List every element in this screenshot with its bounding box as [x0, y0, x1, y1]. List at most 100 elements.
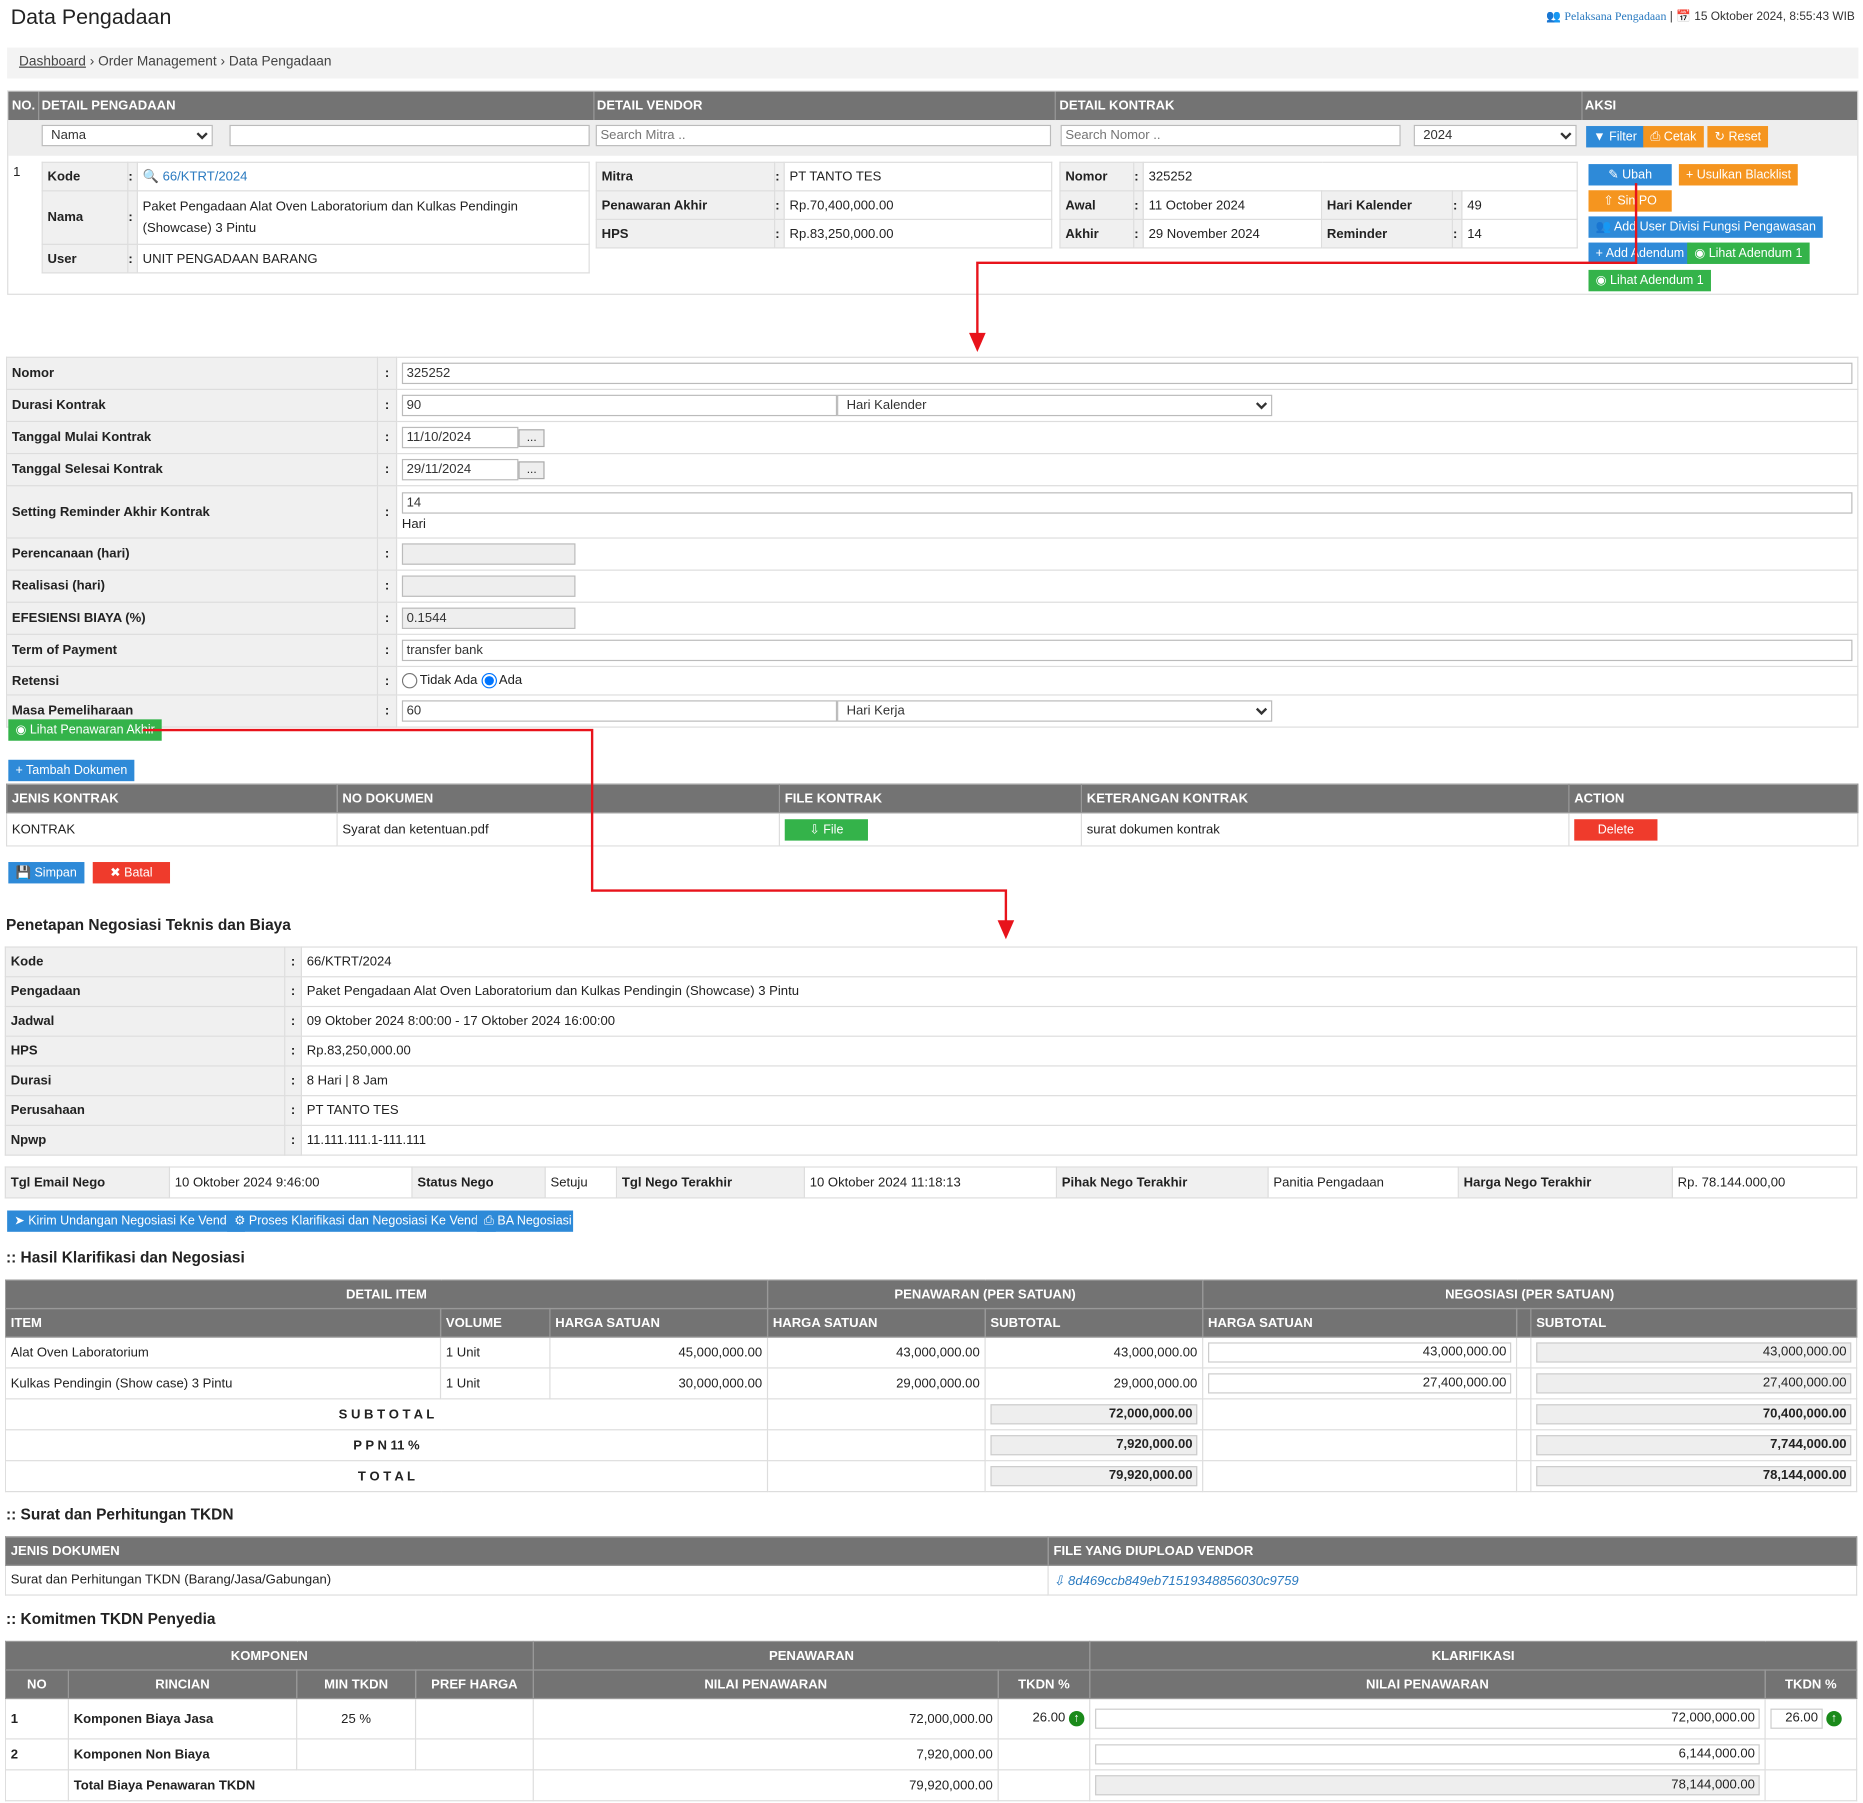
- komitmen-table: KOMPONEN PENAWARAN KLARIFIKASI NO RINCIA…: [4, 1640, 1858, 1802]
- form-reminder-label: Setting Reminder Akhir Kontrak: [5, 485, 379, 539]
- group-penawaran: PENAWARAN: [532, 1640, 1091, 1671]
- klarifikasi-nilai-input[interactable]: 72,000,000.00: [1095, 1708, 1760, 1729]
- lihat-adendum-button-2[interactable]: ◉ Lihat Adendum 1: [1588, 269, 1711, 292]
- row-no: 1: [4, 1697, 69, 1740]
- procurement-list: NO. DETAIL PENGADAAN DETAIL VENDOR DETAI…: [7, 90, 1859, 295]
- klarifikasi-nilai-input[interactable]: 6,144,000.00: [1095, 1744, 1760, 1765]
- form-durasi-input[interactable]: [401, 394, 838, 417]
- pref-harga-cell: [414, 1738, 534, 1771]
- upload-icon: ⇧: [1603, 193, 1614, 209]
- table-row: KONTRAK Syarat dan ketentuan.pdf ⇩ File …: [5, 812, 1859, 847]
- year-select[interactable]: 2024: [1413, 124, 1577, 147]
- eye-icon: ◉: [15, 722, 27, 738]
- nego-npwp-value: 11.111.111.1-111.111: [300, 1124, 1858, 1156]
- date-picker-button[interactable]: ...: [518, 461, 545, 480]
- hps-value: Rp.83,250,000.00: [783, 218, 1053, 249]
- usulkan-blacklist-button[interactable]: + Usulkan Blacklist: [1678, 164, 1799, 186]
- komitmen-title: :: Komitmen TKDN Penyedia: [5, 1609, 216, 1628]
- date-picker-button[interactable]: ...: [518, 429, 545, 448]
- search-icon: 🔍: [142, 170, 159, 185]
- vendor-file-link[interactable]: ⇩ 8d469ccb849eb71519348856030c9759: [1053, 1573, 1299, 1588]
- breadcrumb-current: Data Pengadaan: [228, 54, 332, 69]
- add-adendum-button[interactable]: + Add Adendum: [1588, 242, 1692, 264]
- min-tkdn-cell: 25 %: [296, 1697, 417, 1740]
- close-icon: ✖: [110, 865, 121, 880]
- form-nomor-input[interactable]: [401, 362, 1853, 385]
- form-reminder-input[interactable]: [401, 492, 1853, 514]
- simpan-button[interactable]: 💾 Simpan: [8, 862, 84, 884]
- negosiasi-harga-input[interactable]: 43,000,000.00: [1208, 1342, 1512, 1363]
- klarifikasi-tkdn-input[interactable]: 26.00: [1770, 1708, 1823, 1729]
- form-efesiensi-input: [401, 607, 576, 629]
- search-mitra-input[interactable]: [595, 124, 1052, 147]
- colon: :: [376, 356, 398, 390]
- subtotal-negosiasi: 70,400,000.00: [1536, 1404, 1852, 1425]
- nego-hps-label: HPS: [4, 1035, 286, 1067]
- kode-link[interactable]: 🔍 66/KTRT/2024: [142, 170, 248, 185]
- retensi-tidak-ada-label: Tidak Ada: [419, 673, 478, 688]
- colon: :: [774, 218, 785, 249]
- penawaran-label: Penawaran Akhir: [595, 190, 776, 220]
- eye-icon: ◉: [1694, 246, 1706, 261]
- mitra-value: PT TANTO TES: [783, 161, 1053, 192]
- lihat-penawaran-akhir-button[interactable]: ◉ Lihat Penawaran Akhir: [8, 719, 162, 741]
- user-value: UNIT PENGADAAN BARANG: [136, 243, 590, 274]
- delete-button[interactable]: Delete: [1574, 818, 1658, 841]
- retensi-ada-radio[interactable]: [481, 672, 497, 689]
- datetime: 15 Oktober 2024, 8:55:43 WIB: [1694, 10, 1855, 24]
- user-info: 👥 Pelaksana Pengadaan | 📅 15 Oktober 202…: [1546, 10, 1855, 24]
- form-realisasi-input: [401, 575, 576, 597]
- negosiasi-harga-input[interactable]: 27,400,000.00: [1208, 1373, 1512, 1394]
- form-perencanaan-label: Perencanaan (hari): [5, 537, 379, 571]
- breadcrumb: Dashboard › Order Management › Data Peng…: [7, 47, 1859, 79]
- tambah-dokumen-button[interactable]: + Tambah Dokumen: [8, 759, 135, 782]
- col-item: ITEM: [4, 1307, 442, 1338]
- form-masa-input[interactable]: [401, 700, 838, 722]
- add-user-divisi-button[interactable]: 👥 Add User Divisi Fungsi Pengawasan: [1588, 216, 1824, 238]
- print-icon: ⎙: [1650, 129, 1661, 144]
- retensi-tidak-ada-radio[interactable]: [401, 672, 418, 689]
- form-masa-unit-select[interactable]: Hari Kerja: [837, 700, 1273, 722]
- table-row: 1 Komponen Biaya Jasa 25 % 72,000,000.00…: [4, 1697, 1858, 1740]
- lihat-adendum-button[interactable]: ◉ Lihat Adendum 1: [1687, 242, 1810, 264]
- form-selesai-input[interactable]: [401, 458, 519, 481]
- reset-button[interactable]: ↻ Reset: [1707, 126, 1769, 148]
- subtotal-penawaran: 72,000,000.00: [990, 1404, 1198, 1425]
- batal-button[interactable]: ✖ Batal: [92, 862, 171, 884]
- col-penawaran-subtotal: SUBTOTAL: [984, 1307, 1204, 1338]
- role-link[interactable]: Pelaksana Pengadaan: [1564, 10, 1667, 24]
- ba-negosiasi-button[interactable]: ⎙ BA Negosiasi: [476, 1210, 574, 1232]
- col-tkdn: TKDN %: [997, 1669, 1091, 1700]
- filter-button[interactable]: ▼ Filter: [1586, 126, 1644, 148]
- eye-icon: ◉: [1595, 273, 1607, 288]
- filter-keyword-input[interactable]: [229, 124, 590, 147]
- sin-po-button[interactable]: ⇧ Sin PO: [1588, 190, 1672, 212]
- colon: :: [1133, 190, 1144, 220]
- item-volume: 1 Unit: [439, 1367, 551, 1400]
- col-detail-vendor: DETAIL VENDOR: [596, 98, 703, 113]
- colon: :: [376, 633, 398, 668]
- form-top-input[interactable]: [401, 639, 1853, 662]
- colon: :: [127, 190, 138, 245]
- keterangan-cell: surat dokumen kontrak: [1080, 812, 1570, 847]
- filter-field-select[interactable]: Nama: [41, 124, 213, 147]
- search-nomor-input[interactable]: [1060, 124, 1401, 147]
- nego-jadwal-value: 09 Oktober 2024 8:00:00 - 17 Oktober 202…: [300, 1005, 1858, 1037]
- col-no: NO: [4, 1669, 69, 1700]
- form-mulai-input[interactable]: [401, 426, 519, 449]
- plus-icon: +: [1686, 167, 1694, 182]
- ubah-button[interactable]: ✎ Ubah: [1588, 164, 1672, 186]
- hps-label: HPS: [595, 218, 776, 249]
- nilai-penawaran-cell: 72,000,000.00: [532, 1697, 999, 1740]
- proses-klarifikasi-button[interactable]: ⚙ Proses Klarifikasi dan Negosiasi Ke Ve…: [227, 1210, 497, 1232]
- breadcrumb-dashboard[interactable]: Dashboard: [19, 54, 86, 69]
- harga-nego-label: Harga Nego Terakhir: [1457, 1166, 1673, 1199]
- table-row: Alat Oven Laboratorium 1 Unit 45,000,000…: [4, 1336, 1858, 1369]
- cetak-button[interactable]: ⎙ Cetak: [1643, 126, 1704, 148]
- nego-pengadaan-value: Paket Pengadaan Alat Oven Laboratorium d…: [300, 976, 1858, 1008]
- form-durasi-unit-select[interactable]: Hari Kalender: [837, 394, 1273, 417]
- row-no: 2: [4, 1738, 69, 1771]
- kirim-undangan-button[interactable]: ➤ Kirim Undangan Negosiasi Ke Vendor: [7, 1210, 245, 1232]
- total-tkdn-label: Total Biaya Penawaran TKDN: [67, 1769, 534, 1802]
- file-button[interactable]: ⇩ File: [784, 818, 868, 841]
